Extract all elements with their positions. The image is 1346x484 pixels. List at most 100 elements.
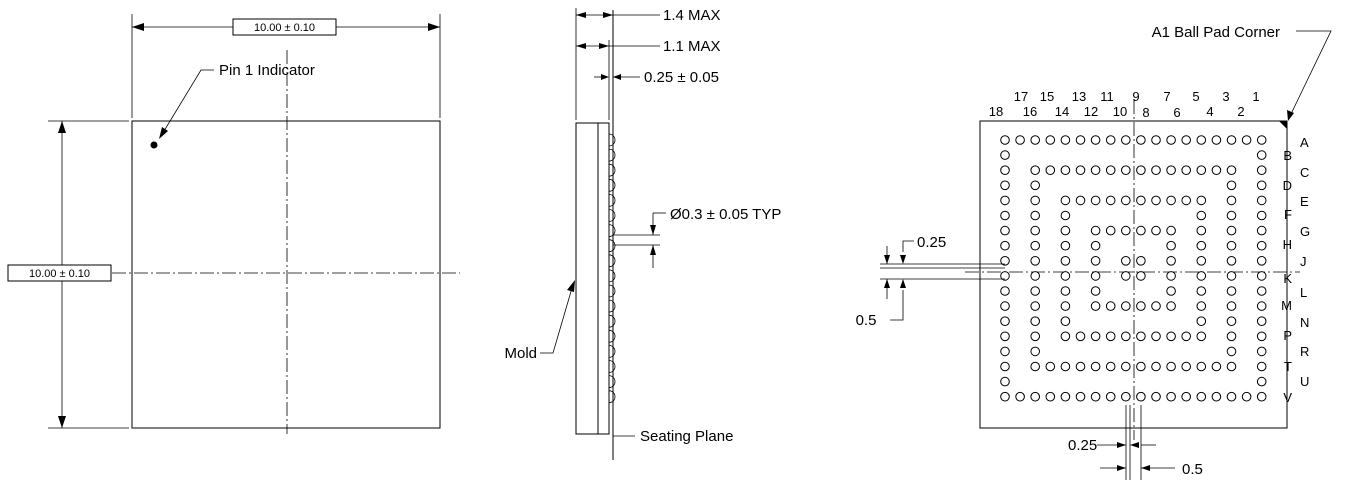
arrowhead (603, 12, 613, 18)
arrowhead (1117, 465, 1126, 471)
solder-ball (1030, 225, 1040, 236)
pitch-v-label: 0.5 (856, 312, 877, 329)
solder-ball (1000, 391, 1010, 402)
substrate (597, 122, 610, 435)
solder-ball (1060, 256, 1071, 266)
solder-ball (1136, 331, 1146, 342)
solder-ball (1105, 301, 1116, 311)
solder-ball-side (608, 314, 616, 328)
package-outline-bottom (979, 120, 1288, 429)
solder-ball (1196, 286, 1207, 296)
solder-ball (1075, 331, 1086, 342)
column-label: 11 (1100, 89, 1114, 104)
solder-ball (1256, 301, 1267, 311)
solder-ball (1196, 391, 1207, 402)
solder-ball-side (608, 224, 616, 237)
solder-ball (1256, 180, 1267, 191)
column-label: 15 (1040, 89, 1054, 104)
solder-ball (1060, 391, 1071, 402)
solder-ball (1030, 271, 1040, 281)
solder-ball (1121, 331, 1131, 342)
solder-ball-side (608, 133, 616, 147)
solder-ball (1060, 225, 1071, 236)
solder-ball (1136, 391, 1146, 402)
solder-ball-side (608, 360, 616, 373)
solder-ball (1151, 391, 1161, 402)
dimension-line (890, 290, 904, 321)
a1-corner-mark (1279, 121, 1287, 129)
solder-ball (1166, 165, 1176, 175)
solder-ball (1166, 301, 1176, 311)
solder-ball (1256, 150, 1267, 160)
row-label: G (1300, 224, 1310, 239)
solder-ball (1181, 331, 1191, 342)
solder-ball (1030, 195, 1040, 206)
solder-ball (1075, 165, 1086, 175)
solder-ball (1151, 165, 1161, 175)
solder-ball (1256, 361, 1267, 372)
solder-ball (1090, 271, 1101, 281)
solder-ball (1000, 240, 1010, 251)
solder-ball (1045, 361, 1056, 372)
solder-ball (1030, 180, 1040, 191)
solder-ball (1256, 195, 1267, 206)
solder-ball (1000, 195, 1010, 206)
solder-ball (1226, 361, 1237, 372)
solder-ball (1121, 271, 1131, 281)
solder-ball-side (608, 178, 616, 192)
solder-ball (1030, 286, 1040, 296)
solder-ball-side (608, 239, 616, 253)
solder-ball (1151, 361, 1161, 372)
solder-ball (1105, 225, 1116, 236)
row-label: L (1300, 285, 1307, 300)
solder-ball (1226, 286, 1237, 296)
solder-ball (1000, 376, 1010, 387)
solder-ball (1256, 271, 1267, 281)
solder-ball (1090, 240, 1101, 251)
column-label: 18 (989, 104, 1003, 119)
solder-ball (1000, 165, 1010, 175)
solder-ball-side (608, 345, 616, 358)
solder-ball (1090, 391, 1101, 402)
arrowhead (884, 255, 890, 264)
column-label: 14 (1055, 104, 1069, 119)
arrowhead (1141, 465, 1150, 471)
row-label: K (1283, 271, 1292, 286)
ball-dim-h-label: 0.25 (1068, 437, 1097, 454)
row-label: B (1283, 148, 1292, 163)
solder-ball (1105, 135, 1116, 145)
solder-ball (1151, 331, 1161, 342)
solder-ball (1256, 346, 1267, 357)
solder-ball (1211, 391, 1222, 402)
solder-ball (1000, 256, 1010, 266)
solder-ball (1196, 361, 1207, 372)
arrowhead (1130, 442, 1139, 448)
solder-ball (1030, 316, 1040, 327)
solder-ball (1060, 135, 1071, 145)
arrowhead (884, 279, 890, 288)
solder-ball (1000, 301, 1010, 311)
solder-ball (1181, 165, 1191, 175)
solder-ball-side (608, 194, 616, 207)
solder-ball (1136, 135, 1146, 145)
row-label: M (1281, 298, 1292, 313)
column-label: 10 (1113, 104, 1127, 119)
solder-ball (1105, 195, 1116, 206)
solder-ball (1000, 225, 1010, 236)
solder-ball (1166, 391, 1176, 402)
arrowhead (650, 225, 656, 235)
solder-ball-side (608, 148, 616, 162)
row-labels: A C E G J L N R U B D F H K M P T V (1281, 135, 1310, 405)
column-label: 6 (1173, 105, 1180, 120)
side-balls (608, 133, 616, 404)
solder-ball (1000, 210, 1010, 221)
solder-ball (1075, 391, 1086, 402)
column-label: 9 (1132, 89, 1139, 104)
arrowhead (613, 74, 621, 80)
solder-ball (1226, 256, 1237, 266)
arrowhead (159, 127, 168, 139)
standoff-label: 0.25 ± 0.05 (644, 69, 719, 86)
ball-grid (1000, 135, 1267, 402)
solder-ball (1030, 240, 1040, 251)
solder-ball (1060, 286, 1071, 296)
